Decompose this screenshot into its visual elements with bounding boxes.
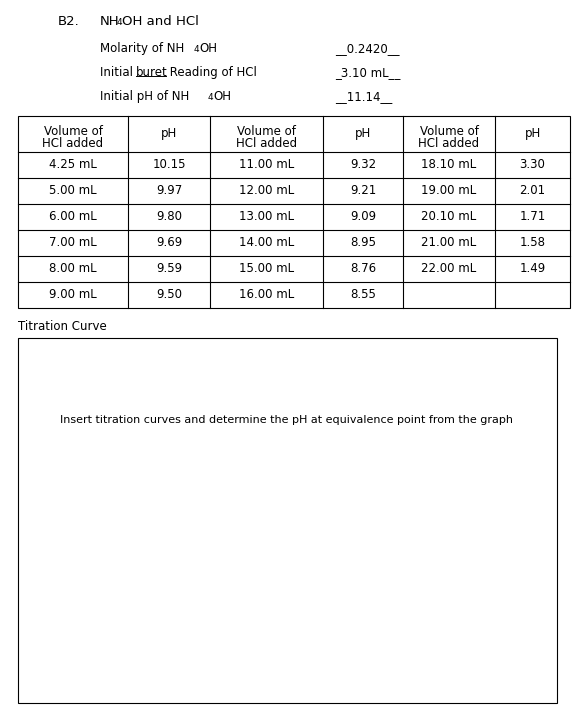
Text: pH: pH <box>355 128 371 141</box>
Text: 15.00 mL: 15.00 mL <box>239 262 294 275</box>
Text: 9.50: 9.50 <box>156 288 182 302</box>
Text: 7.00 mL: 7.00 mL <box>49 237 97 250</box>
Text: 8.55: 8.55 <box>350 288 376 302</box>
Text: 22.00 mL: 22.00 mL <box>422 262 477 275</box>
Text: pH: pH <box>161 128 177 141</box>
Text: Initial pH of NH: Initial pH of NH <box>100 90 189 103</box>
Text: 9.09: 9.09 <box>350 211 376 224</box>
Text: 1.71: 1.71 <box>519 211 546 224</box>
Text: 8.95: 8.95 <box>350 237 376 250</box>
Text: Initial: Initial <box>100 66 137 79</box>
Text: 1.49: 1.49 <box>519 262 546 275</box>
Text: OH: OH <box>199 42 217 55</box>
Text: 11.00 mL: 11.00 mL <box>239 158 294 171</box>
Text: 9.80: 9.80 <box>156 211 182 224</box>
Text: pH: pH <box>524 128 540 141</box>
Bar <box>18 116 570 308</box>
Text: HCl added: HCl added <box>42 137 103 150</box>
Text: Volume of: Volume of <box>420 125 479 138</box>
Text: OH and HCl: OH and HCl <box>122 15 199 28</box>
Text: 9.32: 9.32 <box>350 158 376 171</box>
Text: 12.00 mL: 12.00 mL <box>239 184 294 197</box>
Text: 8.76: 8.76 <box>350 262 376 275</box>
Text: 16.00 mL: 16.00 mL <box>239 288 294 302</box>
Text: 9.69: 9.69 <box>156 237 182 250</box>
Text: 10.15: 10.15 <box>152 158 186 171</box>
Text: 4: 4 <box>117 18 123 27</box>
Text: 5.00 mL: 5.00 mL <box>49 184 97 197</box>
Text: _3.10 mL__: _3.10 mL__ <box>335 66 400 79</box>
Text: 20.10 mL: 20.10 mL <box>422 211 477 224</box>
Text: HCl added: HCl added <box>236 137 297 150</box>
Text: buret: buret <box>136 66 168 79</box>
Text: 1.58: 1.58 <box>520 237 546 250</box>
Text: 4: 4 <box>208 93 213 102</box>
Text: 2.01: 2.01 <box>519 184 546 197</box>
Text: __0.2420__: __0.2420__ <box>335 42 399 55</box>
Text: 9.97: 9.97 <box>156 184 182 197</box>
Text: 13.00 mL: 13.00 mL <box>239 211 294 224</box>
Text: 6.00 mL: 6.00 mL <box>49 211 97 224</box>
Text: 4: 4 <box>194 45 199 54</box>
Text: 14.00 mL: 14.00 mL <box>239 237 294 250</box>
Text: __11.14__: __11.14__ <box>335 90 392 103</box>
Text: OH: OH <box>213 90 231 103</box>
Text: B2.: B2. <box>58 15 80 28</box>
Text: 9.59: 9.59 <box>156 262 182 275</box>
Text: 9.00 mL: 9.00 mL <box>49 288 97 302</box>
Text: Molarity of NH: Molarity of NH <box>100 42 184 55</box>
Text: NH: NH <box>100 15 119 28</box>
Text: Reading of HCl: Reading of HCl <box>166 66 257 79</box>
Bar <box>18 338 557 703</box>
Text: HCl added: HCl added <box>419 137 480 150</box>
Text: 8.00 mL: 8.00 mL <box>49 262 97 275</box>
Text: Titration Curve: Titration Curve <box>18 320 107 333</box>
Text: 9.21: 9.21 <box>350 184 376 197</box>
Text: 4.25 mL: 4.25 mL <box>49 158 97 171</box>
Text: 19.00 mL: 19.00 mL <box>422 184 477 197</box>
Text: 3.30: 3.30 <box>520 158 546 171</box>
Text: Volume of: Volume of <box>237 125 296 138</box>
Text: Insert titration curves and determine the pH at equivalence point from the graph: Insert titration curves and determine th… <box>61 415 513 425</box>
Text: 18.10 mL: 18.10 mL <box>422 158 477 171</box>
Text: 21.00 mL: 21.00 mL <box>422 237 477 250</box>
Text: Volume of: Volume of <box>44 125 102 138</box>
